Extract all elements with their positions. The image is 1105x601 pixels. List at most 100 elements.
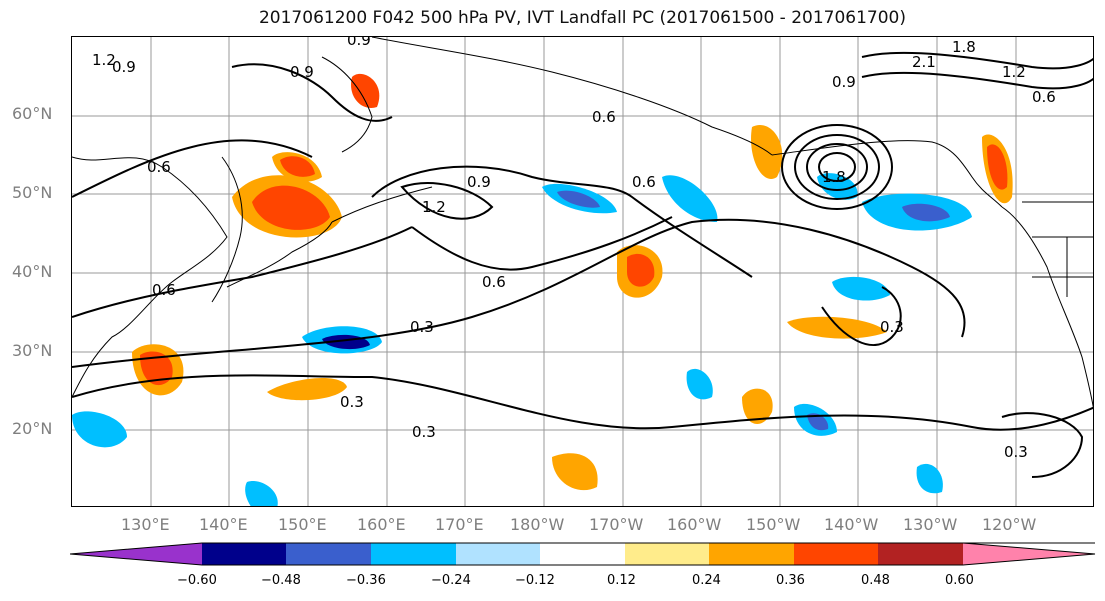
lon-label-170e: 170°E <box>435 515 484 534</box>
contour-label: 0.9 <box>347 37 371 49</box>
contour-label: 0.6 <box>592 108 616 126</box>
contour-label: 1.8 <box>822 168 846 186</box>
colorbar-tick: −0.60 <box>177 573 217 588</box>
anomaly-south-china-core <box>140 351 173 386</box>
colorbar-tick: −0.48 <box>261 573 301 588</box>
contour-0-9-north <box>231 63 393 122</box>
colorbar-tick: 0.12 <box>607 573 636 588</box>
colorbar-bin <box>70 543 202 565</box>
lat-label-20n: 20°N <box>12 419 53 438</box>
contour-label: 0.6 <box>147 158 171 176</box>
contour-north-jet-2 <box>861 71 1093 90</box>
contour-0-3-south <box>72 374 1093 431</box>
anomaly-kamchatka-core <box>351 73 380 108</box>
anomaly-pnw-core <box>987 144 1008 190</box>
anomaly-ne-pacific-core <box>902 203 950 222</box>
contour-closed-low-2 <box>794 134 880 200</box>
colorbar-bin <box>371 543 456 565</box>
colorbar-tick: −0.36 <box>346 573 386 588</box>
lat-label-50n: 50°N <box>12 183 53 202</box>
contour-0-3-east-loop <box>821 286 902 347</box>
contour-0-6-nw <box>72 139 313 198</box>
colorbar-outline <box>70 542 1096 566</box>
lon-label-130e: 130°E <box>121 515 170 534</box>
colorbar-bin <box>625 543 709 565</box>
contour-label: 0.3 <box>1004 443 1028 461</box>
colorbar-tick: 0.60 <box>945 573 974 588</box>
alaska-coastline <box>771 140 1003 208</box>
colorbar-bin <box>794 543 878 565</box>
contour-closed-low-inner <box>818 152 856 182</box>
anomaly-goa-positive <box>751 125 783 179</box>
contour-label: 0.9 <box>112 58 136 76</box>
anomaly-tropical-negative <box>686 368 713 400</box>
anomaly-south-positive <box>552 453 598 491</box>
kuril-coastline <box>331 186 433 223</box>
colorbar-tick: −0.24 <box>431 573 471 588</box>
anomaly-hawaii-core <box>807 413 829 431</box>
pv-contours <box>72 51 1093 478</box>
lon-label-170w: 170°W <box>589 515 644 534</box>
colorbar-tick: 0.36 <box>776 573 805 588</box>
positive-anomaly-shading <box>132 73 1013 491</box>
contour-0-6-central <box>411 216 673 271</box>
lon-label-130w: 130°W <box>903 515 958 534</box>
contour-label: 0.9 <box>467 173 491 191</box>
anomaly-midpac-core <box>627 253 655 287</box>
colorbar-tick: 0.48 <box>861 573 890 588</box>
contour-0-3-se <box>1001 412 1084 478</box>
anomaly-south-negative <box>245 481 278 506</box>
contour-1-2-loop <box>400 182 494 220</box>
contour-label: 1.8 <box>952 38 976 56</box>
contour-0-9-central <box>371 165 753 278</box>
colorbar-tick: −0.12 <box>515 573 555 588</box>
map-title: 2017061200 F042 500 hPa PV, IVT Landfall… <box>258 8 906 28</box>
contour-0-3-north <box>72 218 966 368</box>
map-svg: 1.2 0.9 0.9 0.9 0.6 0.6 1.2 0.9 0.6 0.6 … <box>72 37 1093 506</box>
north-america-coastline <box>1001 206 1093 408</box>
lon-label-150w: 150°W <box>746 515 801 534</box>
lon-label-160e: 160°E <box>357 515 406 534</box>
colorbar-bin <box>878 543 963 565</box>
negative-anomaly-shading <box>72 173 972 506</box>
lon-label-120w: 120°W <box>982 515 1037 534</box>
asia-coastline <box>72 156 228 398</box>
lon-label-140e: 140°E <box>199 515 248 534</box>
contour-label: 0.6 <box>482 273 506 291</box>
contour-label: 0.6 <box>1032 88 1056 106</box>
contour-label: 0.3 <box>340 393 364 411</box>
anomaly-east-tropical-negative <box>916 463 943 494</box>
contour-label: 0.9 <box>832 73 856 91</box>
colorbar-bin <box>202 543 286 565</box>
anomaly-hawaii-positive <box>742 388 773 424</box>
contour-label: 1.2 <box>92 51 116 69</box>
lon-label-150e: 150°E <box>278 515 327 534</box>
state-borders <box>1032 236 1093 297</box>
lat-label-60n: 60°N <box>12 104 53 123</box>
gridlines <box>72 37 1093 506</box>
anomaly-central-core <box>557 190 600 208</box>
lon-label-140w: 140°W <box>824 515 879 534</box>
colorbar-bin <box>709 543 794 565</box>
colorbar-bin <box>286 543 371 565</box>
contour-label: 1.2 <box>1002 63 1026 81</box>
sakhalin-coastline <box>211 156 243 303</box>
lat-label-40n: 40°N <box>12 262 53 281</box>
colorbar <box>70 542 1096 566</box>
lon-label-180w: 180°W <box>510 515 565 534</box>
contour-label: 0.6 <box>632 173 656 191</box>
lat-label-30n: 30°N <box>12 341 53 360</box>
anomaly-japan-core <box>252 185 330 230</box>
colorbar-bin <box>540 543 625 565</box>
anomaly-philippines-negative <box>72 411 127 448</box>
contour-label: 0.3 <box>880 318 904 336</box>
colorbar-bin <box>963 543 1095 565</box>
contour-label: 0.3 <box>412 423 436 441</box>
anomaly-subtropical-negative <box>832 276 890 301</box>
contour-label: 2.1 <box>912 53 936 71</box>
kamchatka-coastline <box>321 56 373 153</box>
contour-label: 0.6 <box>152 281 176 299</box>
bering-coastline <box>371 37 773 156</box>
lon-label-160w: 160°W <box>667 515 722 534</box>
anomaly-east-positive <box>787 316 887 339</box>
